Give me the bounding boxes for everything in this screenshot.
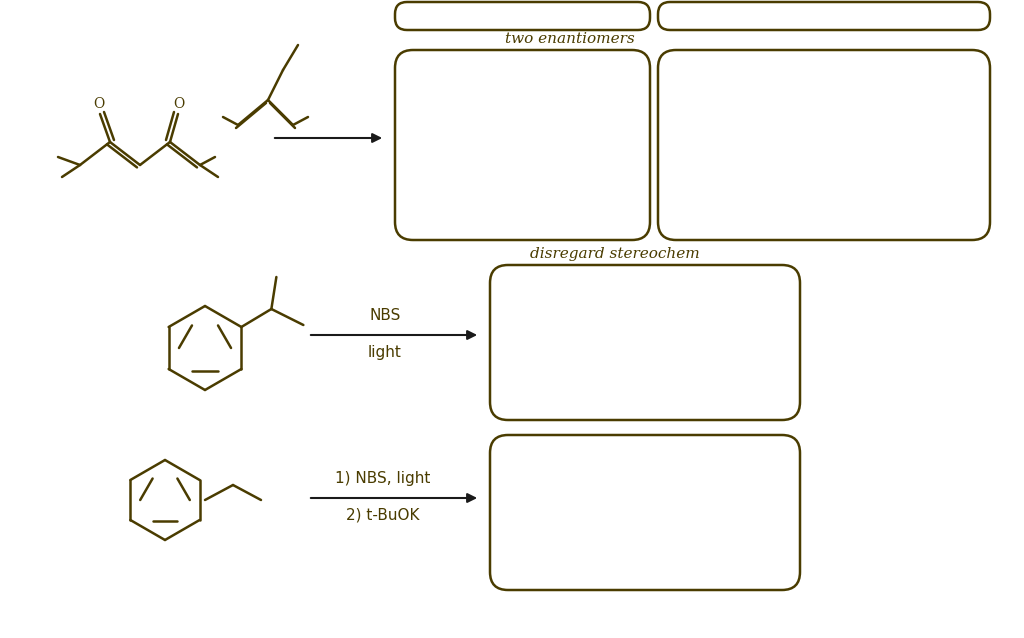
- Text: 1) NBS, light: 1) NBS, light: [335, 470, 431, 486]
- FancyBboxPatch shape: [395, 2, 650, 30]
- Text: disregard stereochem: disregard stereochem: [530, 247, 699, 261]
- FancyBboxPatch shape: [658, 50, 990, 240]
- Text: light: light: [368, 345, 402, 359]
- FancyBboxPatch shape: [395, 50, 650, 240]
- FancyBboxPatch shape: [658, 2, 990, 30]
- Text: NBS: NBS: [370, 308, 400, 322]
- FancyBboxPatch shape: [490, 435, 800, 590]
- Text: 2) t-BuOK: 2) t-BuOK: [346, 507, 420, 523]
- Text: O: O: [93, 97, 104, 111]
- Text: O: O: [173, 97, 184, 111]
- Text: two enantiomers: two enantiomers: [505, 32, 635, 46]
- FancyBboxPatch shape: [490, 265, 800, 420]
